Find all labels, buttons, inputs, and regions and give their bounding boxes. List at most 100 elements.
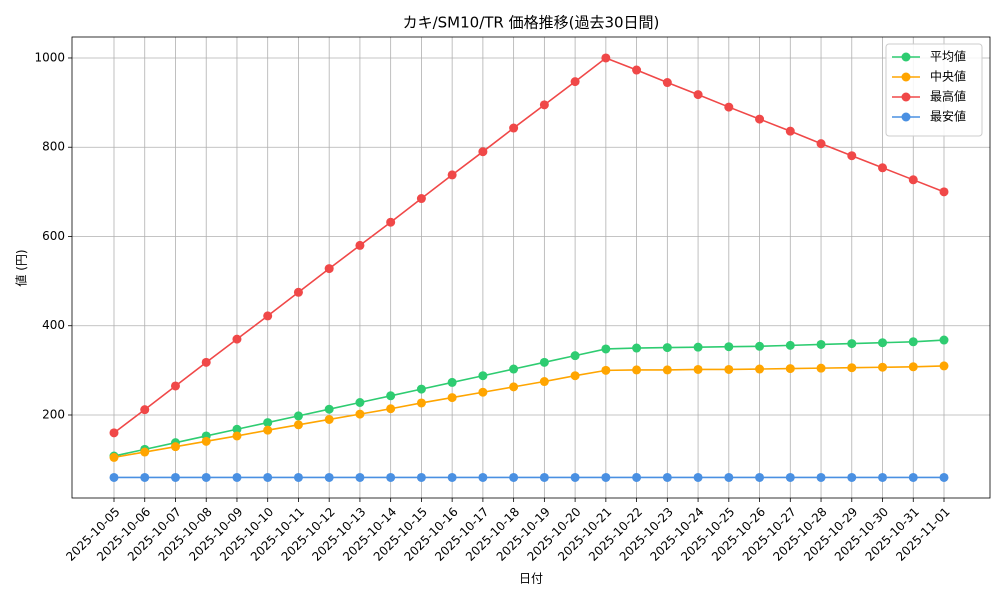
data-point (201, 357, 211, 367)
data-point (109, 452, 119, 462)
data-point (601, 53, 611, 63)
data-point (232, 424, 242, 434)
data-point (324, 414, 334, 424)
data-point (878, 362, 888, 372)
data-point (416, 194, 426, 204)
data-point (847, 151, 857, 161)
x-axis-label: 日付 (519, 572, 543, 586)
data-point (939, 187, 949, 197)
plot-frame (71, 36, 991, 499)
data-point (324, 404, 334, 414)
data-point (447, 393, 457, 403)
data-point (478, 147, 488, 157)
data-point (847, 363, 857, 373)
data-point (816, 339, 826, 349)
data-point (140, 472, 150, 482)
data-point (939, 361, 949, 371)
data-point (908, 175, 918, 185)
data-point (693, 364, 703, 374)
data-point (293, 287, 303, 297)
data-point (878, 472, 888, 482)
data-point (601, 344, 611, 354)
data-point (293, 411, 303, 421)
data-point (724, 364, 734, 374)
data-point (939, 472, 949, 482)
data-point (693, 472, 703, 482)
y-tick-label: 200 (42, 407, 65, 421)
legend-box (885, 43, 983, 137)
legend-marker (901, 72, 911, 82)
data-point (263, 418, 273, 428)
data-point (170, 442, 180, 452)
data-point (201, 436, 211, 446)
y-tick-label: 400 (42, 318, 65, 332)
data-point (201, 472, 211, 482)
chart-title: カキ/SM10/TR 価格推移(過去30日間) (403, 14, 660, 32)
data-point (170, 381, 180, 391)
data-point (816, 363, 826, 373)
data-point (662, 78, 672, 88)
data-point (386, 391, 396, 401)
data-point (908, 362, 918, 372)
data-point (816, 139, 826, 149)
y-tick-label: 1000 (34, 50, 65, 64)
data-point (816, 472, 826, 482)
data-point (539, 377, 549, 387)
legend-marker (901, 52, 911, 62)
data-point (478, 371, 488, 381)
data-point (878, 163, 888, 173)
data-point (293, 472, 303, 482)
data-point (570, 472, 580, 482)
data-point (478, 387, 488, 397)
data-point (324, 472, 334, 482)
data-point (539, 472, 549, 482)
data-point (509, 364, 519, 374)
data-point (755, 472, 765, 482)
data-point (232, 334, 242, 344)
data-point (847, 472, 857, 482)
legend-marker (901, 92, 911, 102)
legend-marker (901, 112, 911, 122)
data-point (170, 472, 180, 482)
y-tick-label: 600 (42, 229, 65, 243)
data-point (416, 472, 426, 482)
data-point (632, 65, 642, 75)
data-point (632, 343, 642, 353)
data-point (755, 364, 765, 374)
data-point (140, 405, 150, 415)
legend-label: 中央値 (930, 69, 966, 84)
series-line (113, 365, 945, 459)
data-point (724, 102, 734, 112)
data-point (693, 90, 703, 100)
data-point (755, 114, 765, 124)
data-point (509, 472, 519, 482)
data-point (908, 472, 918, 482)
data-point (232, 431, 242, 441)
data-point (416, 384, 426, 394)
data-point (355, 472, 365, 482)
data-point (109, 428, 119, 438)
legend-label: 最安値 (930, 109, 966, 124)
data-point (724, 472, 734, 482)
data-point (755, 341, 765, 351)
data-point (570, 371, 580, 381)
data-point (601, 472, 611, 482)
data-point (263, 472, 273, 482)
data-point (386, 217, 396, 227)
data-point (662, 365, 672, 375)
data-point (140, 447, 150, 457)
series-line (113, 57, 945, 434)
legend-label: 最高値 (930, 89, 966, 104)
data-point (693, 342, 703, 352)
data-point (785, 364, 795, 374)
data-point (232, 472, 242, 482)
data-point (785, 126, 795, 136)
data-point (416, 398, 426, 408)
data-point (478, 472, 488, 482)
data-point (539, 100, 549, 110)
data-point (447, 377, 457, 387)
data-point (601, 365, 611, 375)
data-point (570, 351, 580, 361)
